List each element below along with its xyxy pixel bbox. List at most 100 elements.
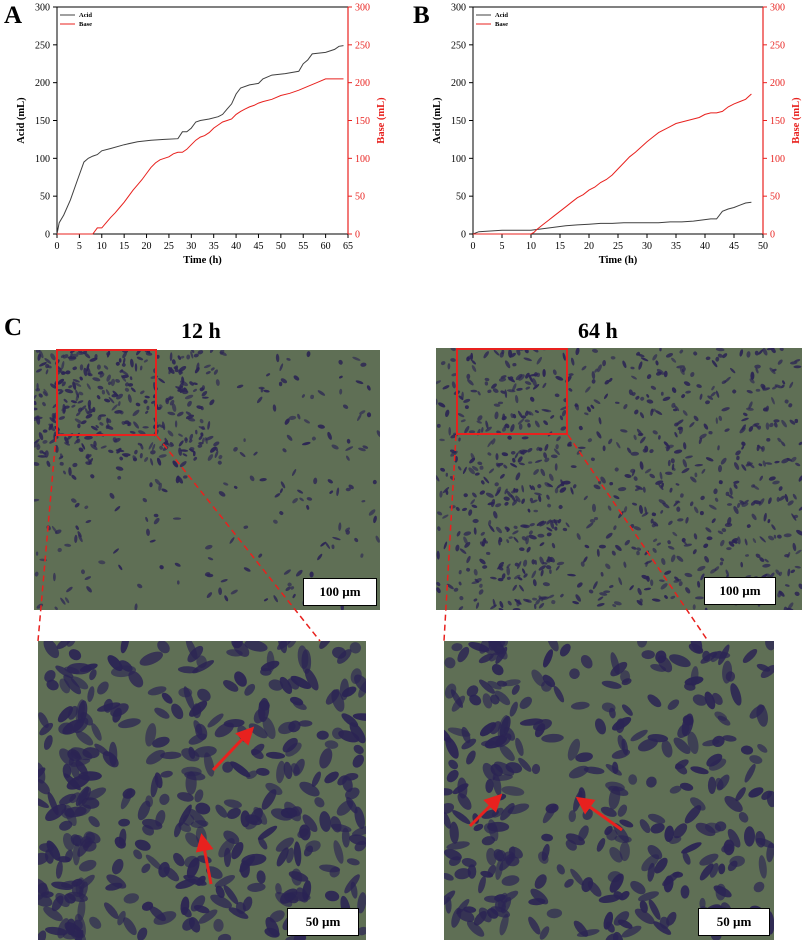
cell — [736, 455, 740, 461]
cell — [304, 668, 319, 691]
cell — [635, 395, 640, 400]
cell — [133, 421, 140, 429]
cell — [591, 348, 599, 353]
cell — [542, 382, 547, 389]
cell — [436, 423, 441, 428]
cell — [655, 650, 667, 664]
cell — [590, 457, 595, 462]
x-tick-label: 25 — [613, 241, 623, 252]
cell — [143, 359, 148, 363]
cell — [103, 365, 109, 370]
cell — [534, 420, 540, 428]
cell — [265, 751, 286, 759]
cell — [617, 487, 627, 492]
cell — [42, 401, 46, 407]
cell — [647, 734, 669, 743]
cell — [710, 391, 716, 397]
cell — [275, 883, 282, 895]
cell — [268, 679, 284, 691]
cell — [671, 387, 677, 393]
cell — [536, 446, 540, 451]
y2-tick-label: 250 — [355, 40, 370, 51]
cell — [200, 432, 204, 437]
y-tick-label: 300 — [35, 3, 50, 14]
cell — [534, 559, 537, 565]
cell — [110, 703, 129, 717]
cell — [542, 674, 556, 688]
cell — [653, 538, 658, 542]
cell — [547, 641, 559, 652]
cell — [75, 389, 79, 398]
cell — [673, 449, 683, 454]
cell — [789, 381, 794, 389]
cell — [769, 572, 775, 578]
cell — [498, 561, 505, 567]
cell — [519, 547, 525, 552]
cell — [282, 737, 298, 753]
cell — [741, 417, 749, 422]
cell — [139, 453, 143, 459]
cell — [91, 723, 102, 741]
y2-tick-label: 300 — [355, 3, 370, 14]
cell — [740, 745, 754, 755]
cell — [243, 438, 246, 443]
cell — [38, 878, 49, 896]
cell — [527, 423, 531, 428]
cell — [537, 533, 545, 538]
cell — [122, 357, 126, 364]
cell — [758, 463, 763, 467]
cell — [766, 437, 771, 442]
cell — [224, 595, 229, 602]
cell — [68, 649, 82, 661]
cell — [559, 487, 567, 493]
cell — [336, 487, 340, 497]
cell — [543, 420, 549, 426]
cell — [530, 499, 538, 504]
cell — [178, 447, 182, 456]
cell — [207, 713, 224, 728]
cell — [533, 372, 538, 377]
cell — [283, 569, 291, 575]
cell — [681, 842, 702, 854]
zoom-region-64h — [456, 348, 568, 435]
cell — [572, 484, 577, 489]
cell — [705, 400, 710, 405]
cell — [477, 391, 481, 396]
cell — [444, 890, 456, 907]
cell — [718, 480, 723, 485]
cell — [583, 766, 605, 775]
cell — [75, 786, 90, 807]
cell — [36, 383, 39, 390]
cell — [122, 351, 127, 359]
cell — [598, 544, 606, 549]
cell — [355, 380, 364, 385]
cell — [451, 373, 458, 377]
cell — [299, 824, 311, 841]
cell — [454, 456, 458, 463]
cell — [481, 480, 485, 485]
cell — [233, 485, 238, 489]
cell — [664, 595, 668, 599]
cell — [149, 482, 153, 488]
cell — [229, 537, 235, 544]
cell — [631, 375, 637, 380]
cell — [787, 551, 791, 559]
cell — [84, 505, 89, 510]
cell — [613, 495, 620, 500]
cell — [341, 827, 350, 848]
cell — [85, 413, 93, 419]
cell — [324, 771, 339, 784]
cell — [617, 734, 626, 751]
cell — [309, 571, 314, 578]
cell — [154, 772, 163, 789]
cell — [755, 388, 761, 392]
cell — [188, 746, 196, 759]
cell — [646, 399, 654, 404]
cell — [77, 400, 84, 404]
cell — [512, 457, 516, 463]
cell — [436, 474, 440, 482]
cell — [187, 645, 204, 663]
cell — [788, 403, 793, 408]
cell — [339, 678, 349, 701]
cell — [592, 581, 598, 590]
